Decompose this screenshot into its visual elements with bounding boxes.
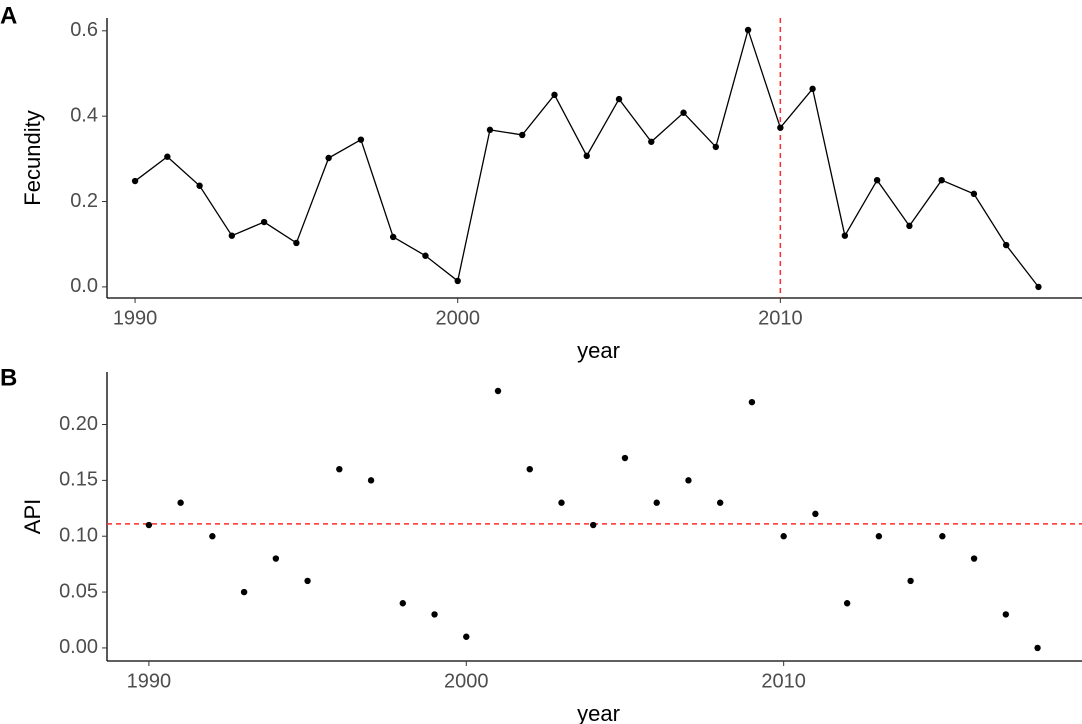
data-point (590, 521, 597, 529)
data-point (648, 138, 655, 145)
data-point (260, 218, 268, 226)
data-point (240, 588, 248, 596)
data-point (551, 91, 558, 99)
data-point (519, 131, 526, 139)
data-point (196, 182, 203, 189)
data-point (272, 555, 280, 562)
data-point (336, 465, 343, 473)
data-point (780, 533, 787, 540)
data-point (812, 510, 819, 518)
y-tick-label: 0.10 (59, 524, 98, 546)
x-tick-label: 2010 (761, 670, 806, 692)
data-point (970, 190, 978, 198)
y-axis-title: Fecundity (20, 110, 45, 205)
data-point (685, 477, 692, 484)
data-point (809, 85, 816, 93)
data-point (716, 499, 724, 506)
data-point (843, 600, 851, 607)
y-tick-label: 0.6 (70, 19, 98, 41)
data-point (906, 222, 913, 230)
y-tick-label: 0.05 (59, 580, 98, 602)
y-tick-label: 0.00 (59, 636, 98, 658)
x-axis-title: year (577, 701, 620, 724)
data-point (907, 577, 914, 585)
data-point (293, 239, 300, 247)
x-tick-label: 2000 (444, 670, 489, 692)
x-axis-title: year (577, 338, 620, 363)
data-point (454, 277, 461, 285)
data-point (712, 143, 720, 151)
data-point (1035, 283, 1042, 291)
data-point (494, 387, 502, 395)
panel-label: B (0, 364, 17, 391)
data-point (744, 26, 752, 34)
panel-label: A (0, 2, 17, 29)
data-point (1002, 241, 1010, 249)
data-point (422, 252, 429, 259)
x-tick-label: 2000 (435, 307, 480, 329)
data-point (653, 499, 660, 506)
data-point (939, 533, 946, 540)
y-tick-label: 0.20 (59, 413, 98, 435)
y-axis-title: API (20, 499, 45, 534)
data-point (131, 177, 139, 185)
y-tick-label: 0.2 (70, 190, 98, 212)
data-point (463, 633, 470, 640)
data-point (615, 95, 623, 103)
data-point (399, 600, 407, 607)
data-point (1034, 644, 1041, 652)
y-tick-label: 0.0 (70, 275, 98, 297)
y-tick-label: 0.15 (59, 469, 98, 491)
data-point (680, 109, 687, 116)
data-point (486, 126, 494, 134)
x-tick-label: 2010 (758, 307, 803, 329)
data-point (389, 233, 397, 241)
data-point (748, 398, 756, 406)
data-point (558, 499, 565, 506)
y-tick-label: 0.4 (70, 104, 98, 126)
data-point (621, 454, 629, 462)
data-point (304, 577, 311, 585)
data-point (875, 533, 883, 540)
data-point (145, 521, 153, 529)
data-point (841, 232, 849, 239)
data-point (228, 232, 236, 239)
data-point (970, 555, 978, 562)
data-point (873, 176, 881, 184)
data-point (938, 176, 945, 184)
data-point (526, 465, 533, 473)
data-point (177, 499, 184, 506)
data-point (431, 611, 438, 618)
data-point (164, 153, 171, 160)
x-tick-label: 1990 (127, 670, 172, 692)
data-point (367, 477, 375, 484)
data-point (777, 124, 784, 131)
data-point (209, 533, 216, 540)
x-tick-label: 1990 (113, 307, 158, 329)
data-point (357, 136, 365, 143)
data-point (583, 152, 590, 160)
data-point (1002, 611, 1010, 618)
data-point (325, 154, 332, 162)
